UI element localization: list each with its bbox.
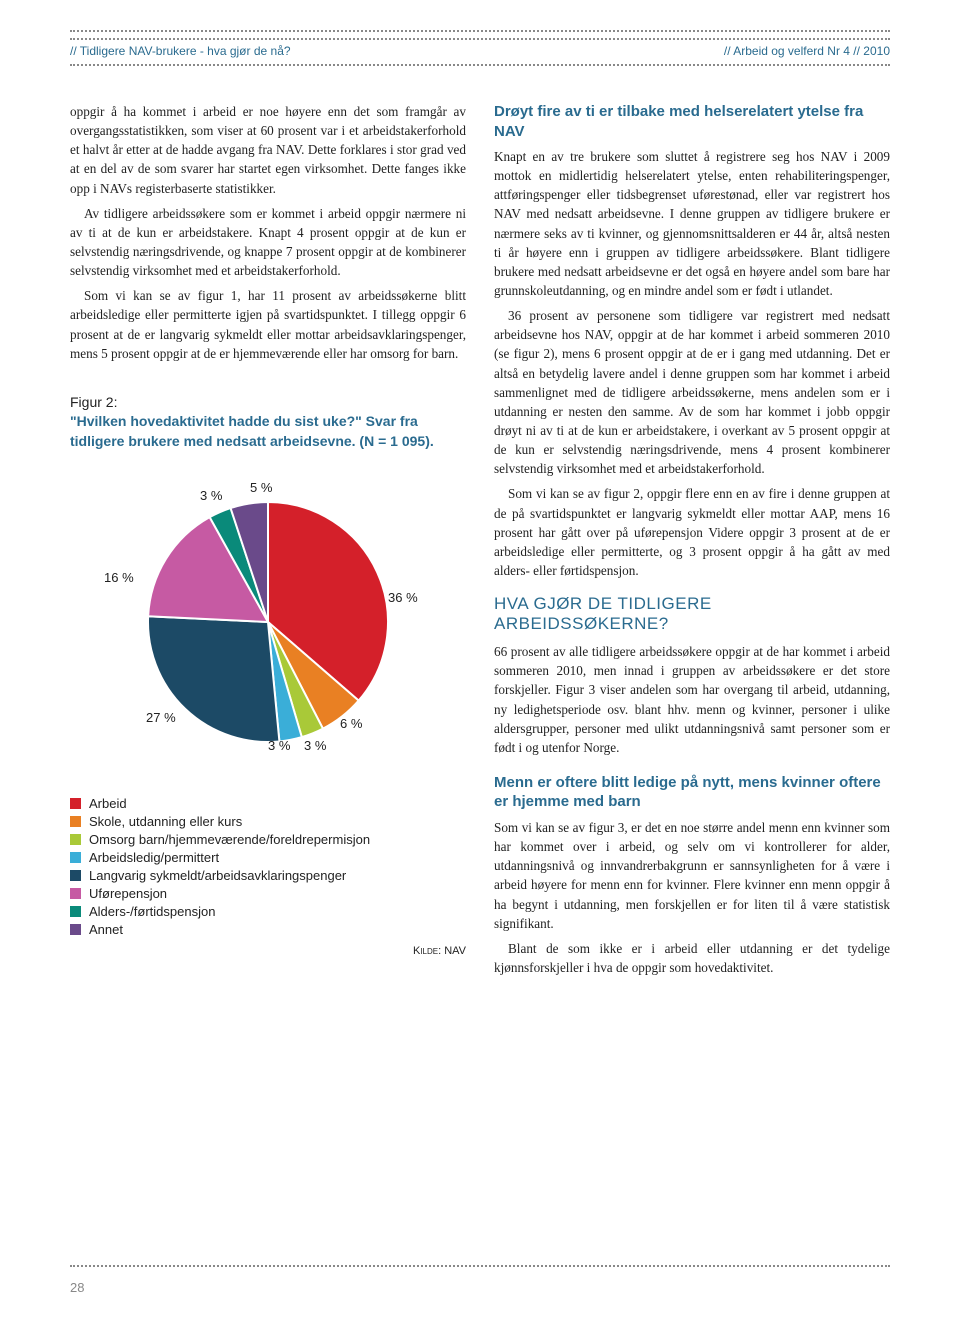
header-right: // Arbeid og velferd Nr 4 // 2010 (724, 44, 890, 58)
body-paragraph: Blant de som ikke er i arbeid eller utda… (494, 939, 890, 977)
legend-label: Uførepensjon (89, 886, 167, 901)
pie-slice-label: 36 % (388, 590, 418, 605)
section-heading: Drøyt fire av ti er tilbake med helserel… (494, 102, 890, 141)
legend-swatch (70, 816, 81, 827)
legend-label: Langvarig sykmeldt/arbeidsavklaringspeng… (89, 868, 346, 883)
figure-title-bold: "Hvilken hovedaktivitet hadde du sist uk… (70, 413, 434, 449)
legend-item: Alders-/førtidspensjon (70, 904, 466, 919)
legend-swatch (70, 798, 81, 809)
legend-label: Arbeid (89, 796, 127, 811)
page-number: 28 (70, 1280, 84, 1295)
pie-slice-label: 16 % (104, 570, 134, 585)
body-paragraph: Av tidligere arbeidssøkere som er kommet… (70, 204, 466, 281)
pie-legend: Arbeid Skole, utdanning eller kurs Omsorg … (70, 796, 466, 937)
section-major-heading: HVA GJØR DE TIDLIGERE ARBEIDSSØKERNE? (494, 594, 890, 634)
legend-label: Skole, utdanning eller kurs (89, 814, 242, 829)
body-paragraph: Knapt en av tre brukere som sluttet å re… (494, 147, 890, 300)
body-paragraph: Som vi kan se av figur 1, har 11 prosent… (70, 286, 466, 363)
legend-item: Annet (70, 922, 466, 937)
legend-label: Alders-/førtidspensjon (89, 904, 215, 919)
pie-slice-label: 3 % (304, 738, 326, 753)
pie-slice-label: 5 % (250, 480, 272, 495)
kilde-label: Kilde: (413, 945, 444, 957)
pie-chart: 36 % 6 % 3 % 3 % 27 % 16 % 3 % 5 % (98, 462, 438, 782)
legend-item: Omsorg barn/hjemmeværende/foreldrepermis… (70, 832, 466, 847)
legend-swatch (70, 906, 81, 917)
dotted-border-top (70, 30, 890, 40)
pie-slice-label: 3 % (200, 488, 222, 503)
legend-swatch (70, 870, 81, 881)
right-column: Drøyt fire av ti er tilbake med helserel… (494, 102, 890, 983)
running-header: // Tidligere NAV-brukere - hva gjør de n… (70, 42, 890, 64)
figure-source: Kilde: NAV (70, 945, 466, 957)
legend-swatch (70, 888, 81, 899)
legend-swatch (70, 852, 81, 863)
legend-item: Langvarig sykmeldt/arbeidsavklaringspeng… (70, 868, 466, 883)
body-paragraph: 36 prosent av personene som tidligere va… (494, 306, 890, 478)
pie-svg (98, 462, 438, 782)
legend-swatch (70, 924, 81, 935)
two-column-body: oppgir å ha kommet i arbeid er noe høyer… (70, 102, 890, 983)
section-heading: Menn er oftere blitt ledige på nytt, men… (494, 773, 890, 812)
body-paragraph: 66 prosent av alle tidligere arbeidssøke… (494, 642, 890, 757)
figure-2: Figur 2: "Hvilken hovedaktivitet hadde d… (70, 393, 466, 957)
legend-item: Arbeid (70, 796, 466, 811)
body-paragraph: oppgir å ha kommet i arbeid er noe høyer… (70, 102, 466, 198)
pie-slice-label: 3 % (268, 738, 290, 753)
legend-label: Omsorg barn/hjemmeværende/foreldrepermis… (89, 832, 370, 847)
legend-item: Arbeidsledig/permittert (70, 850, 466, 865)
pie-slice-label: 6 % (340, 716, 362, 731)
legend-label: Annet (89, 922, 123, 937)
legend-item: Skole, utdanning eller kurs (70, 814, 466, 829)
figure-title: Figur 2: "Hvilken hovedaktivitet hadde d… (70, 393, 466, 452)
left-column: oppgir å ha kommet i arbeid er noe høyer… (70, 102, 466, 983)
legend-swatch (70, 834, 81, 845)
kilde-value: NAV (444, 945, 466, 957)
pie-slice-label: 27 % (146, 710, 176, 725)
body-paragraph: Som vi kan se av figur 3, er det en noe … (494, 818, 890, 933)
body-paragraph: Som vi kan se av figur 2, oppgir flere e… (494, 484, 890, 580)
dotted-border-footer (70, 1265, 890, 1267)
legend-item: Uførepensjon (70, 886, 466, 901)
dotted-border-under-header (70, 64, 890, 66)
legend-label: Arbeidsledig/permittert (89, 850, 219, 865)
header-left: // Tidligere NAV-brukere - hva gjør de n… (70, 44, 291, 58)
figure-label: Figur 2: (70, 394, 117, 410)
